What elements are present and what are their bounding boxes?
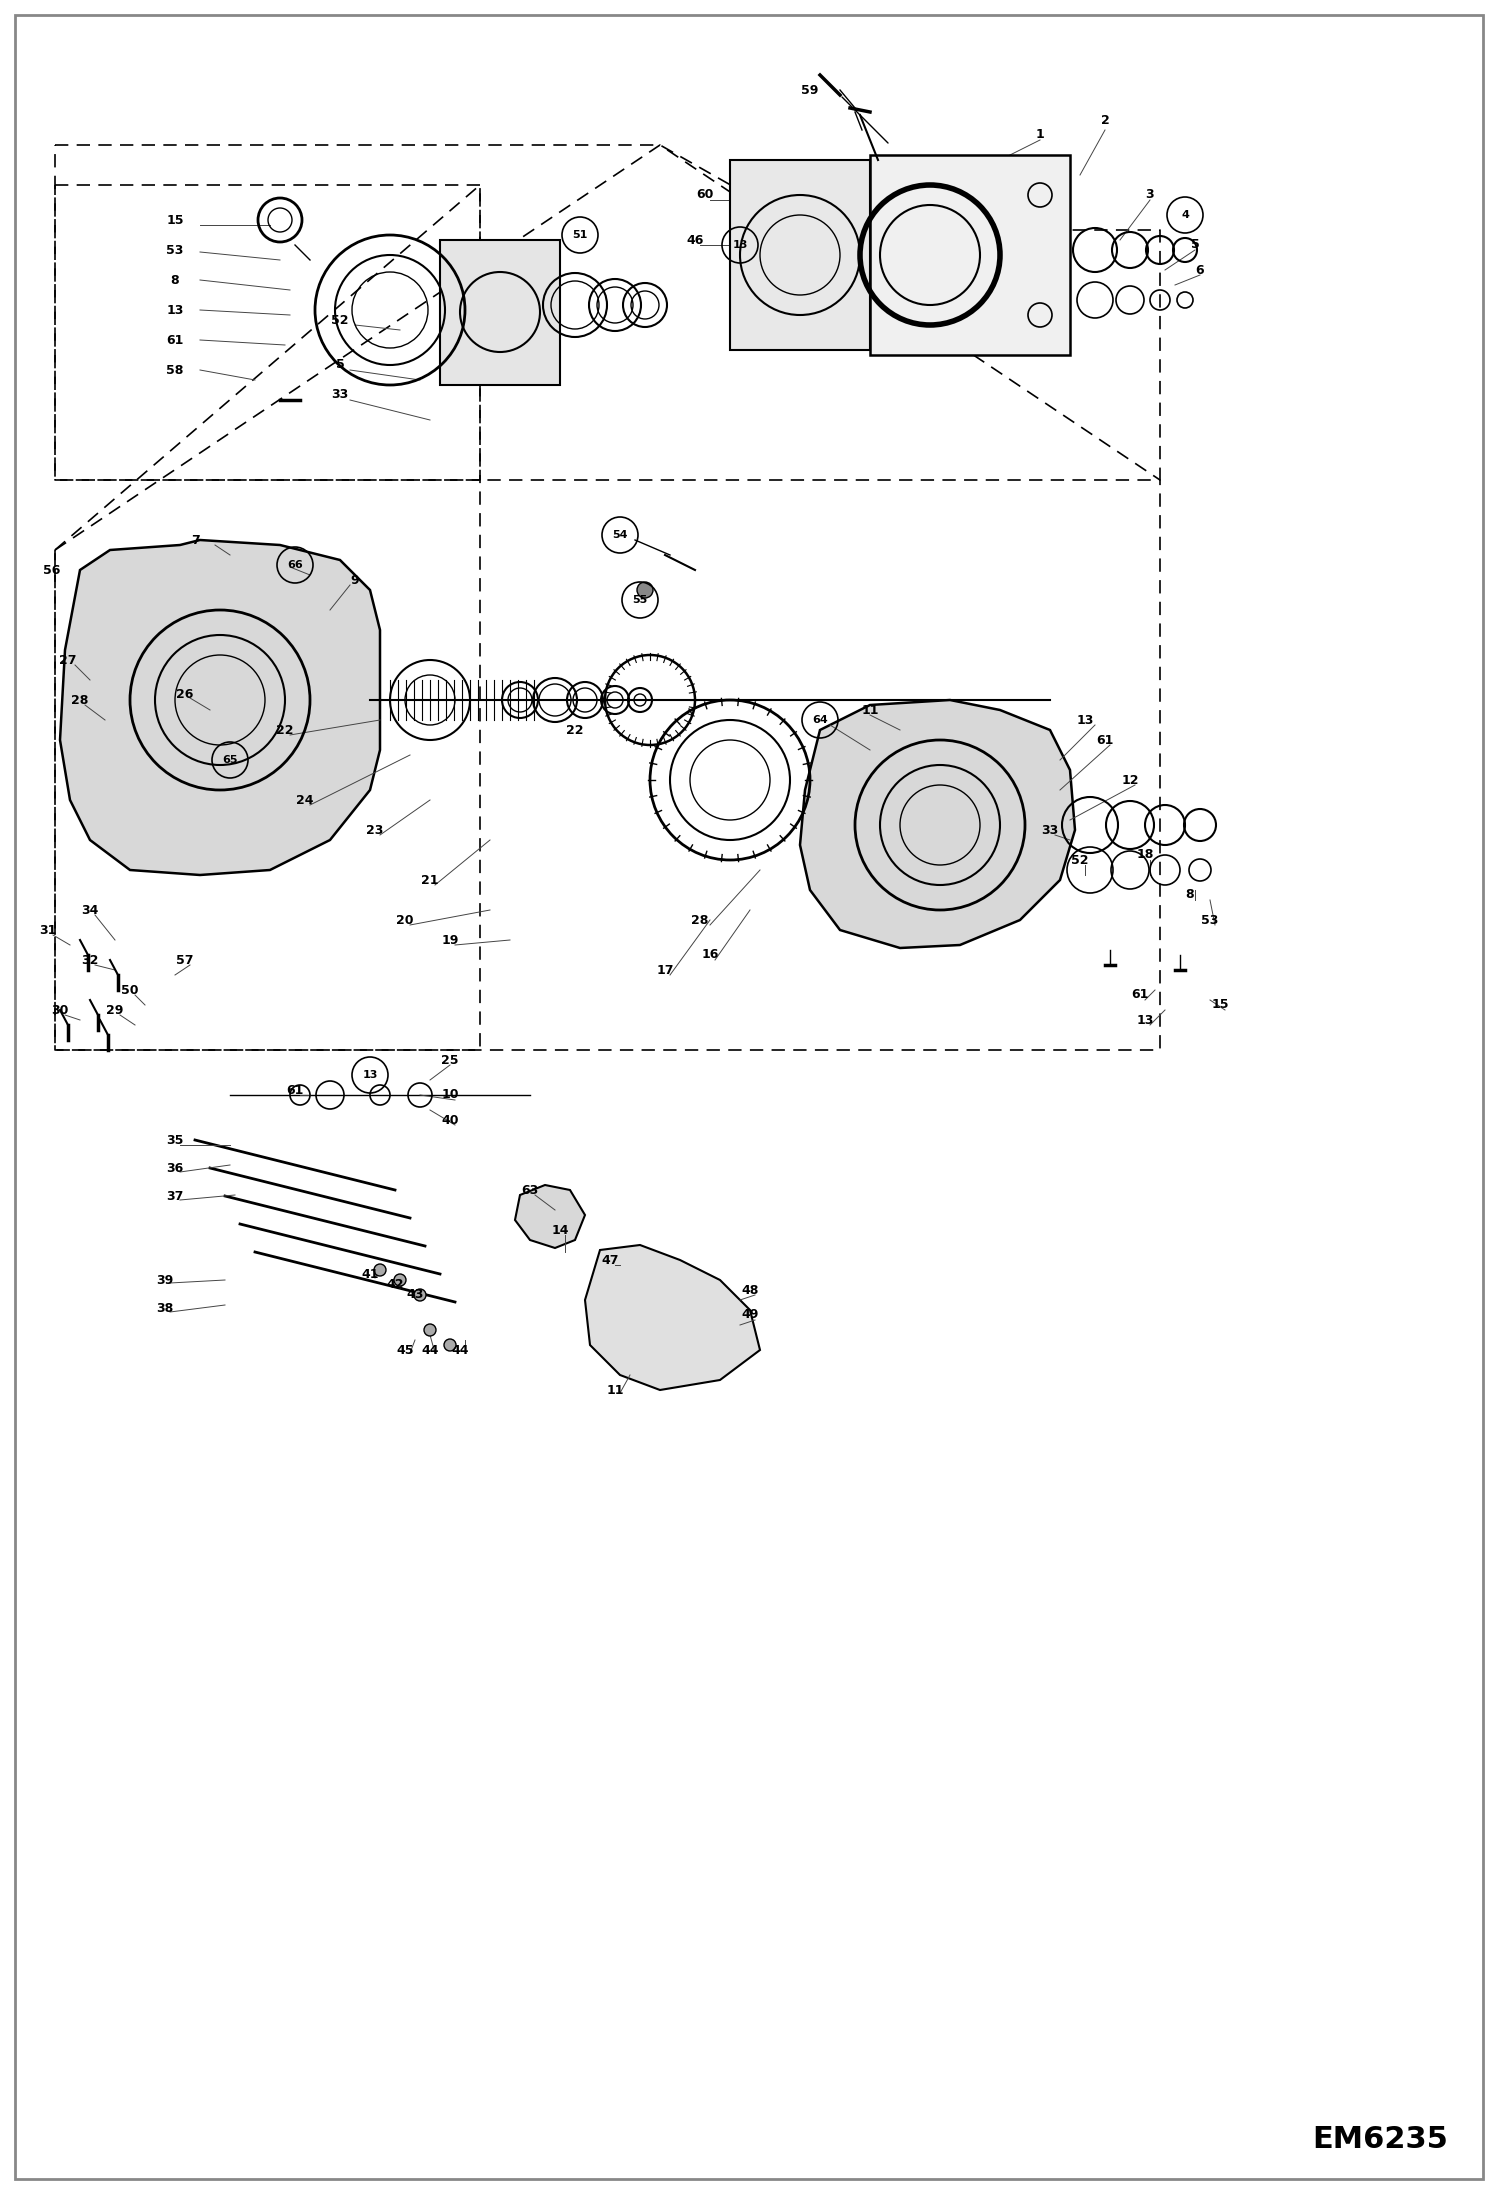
Text: 11: 11 xyxy=(607,1384,623,1398)
Text: 45: 45 xyxy=(397,1343,413,1356)
Polygon shape xyxy=(800,700,1076,948)
Text: 13: 13 xyxy=(1076,713,1094,726)
Text: 31: 31 xyxy=(39,924,57,937)
Text: 24: 24 xyxy=(297,794,313,807)
FancyBboxPatch shape xyxy=(440,239,560,384)
Text: 56: 56 xyxy=(43,564,61,577)
Text: 34: 34 xyxy=(81,904,99,917)
Circle shape xyxy=(637,581,653,599)
Text: 9: 9 xyxy=(351,573,360,586)
Text: 50: 50 xyxy=(121,983,139,996)
FancyBboxPatch shape xyxy=(730,160,870,351)
Text: 13: 13 xyxy=(1137,1014,1153,1027)
Text: 53: 53 xyxy=(166,244,184,257)
FancyBboxPatch shape xyxy=(870,156,1070,355)
Text: 33: 33 xyxy=(331,388,349,402)
Text: 19: 19 xyxy=(442,932,458,946)
Circle shape xyxy=(443,1338,455,1352)
Text: 28: 28 xyxy=(691,913,709,926)
Text: 55: 55 xyxy=(632,595,647,606)
Text: 32: 32 xyxy=(81,954,99,968)
Text: 5: 5 xyxy=(336,358,345,371)
Text: 39: 39 xyxy=(156,1273,174,1286)
Text: 43: 43 xyxy=(406,1288,424,1301)
Text: 8: 8 xyxy=(1186,889,1194,902)
Text: 61: 61 xyxy=(286,1084,304,1097)
Text: 66: 66 xyxy=(288,559,303,570)
Text: 49: 49 xyxy=(742,1308,758,1321)
Text: 11: 11 xyxy=(861,704,879,717)
Text: 28: 28 xyxy=(72,693,88,706)
Text: 52: 52 xyxy=(331,314,349,327)
Text: 13: 13 xyxy=(733,239,748,250)
Text: 40: 40 xyxy=(442,1115,458,1126)
Text: 59: 59 xyxy=(801,83,819,97)
Polygon shape xyxy=(586,1244,759,1391)
Circle shape xyxy=(424,1323,436,1336)
Text: 10: 10 xyxy=(442,1088,458,1101)
Text: 48: 48 xyxy=(742,1283,758,1297)
Text: 58: 58 xyxy=(166,364,184,377)
Text: 61: 61 xyxy=(166,333,184,347)
Text: 37: 37 xyxy=(166,1189,184,1202)
Text: 7: 7 xyxy=(190,533,199,546)
Text: 53: 53 xyxy=(1201,913,1219,926)
Circle shape xyxy=(374,1264,386,1277)
Text: 60: 60 xyxy=(697,189,713,202)
Text: 44: 44 xyxy=(421,1343,439,1356)
Text: 8: 8 xyxy=(171,274,180,287)
Text: 15: 15 xyxy=(1212,998,1228,1011)
Text: 65: 65 xyxy=(222,755,238,766)
Circle shape xyxy=(394,1275,406,1286)
Text: 51: 51 xyxy=(572,230,587,239)
Text: EM6235: EM6235 xyxy=(1312,2126,1449,2155)
Text: 52: 52 xyxy=(1071,853,1089,867)
Text: 13: 13 xyxy=(363,1071,377,1079)
Text: 15: 15 xyxy=(166,213,184,226)
Text: 23: 23 xyxy=(367,823,383,836)
Text: 18: 18 xyxy=(1137,849,1153,862)
Text: 17: 17 xyxy=(656,963,674,976)
Text: 54: 54 xyxy=(613,531,628,540)
Text: 38: 38 xyxy=(156,1301,174,1314)
Text: 20: 20 xyxy=(397,913,413,926)
Text: 29: 29 xyxy=(106,1003,124,1016)
Circle shape xyxy=(413,1290,425,1301)
Text: 22: 22 xyxy=(276,724,294,737)
Text: 41: 41 xyxy=(361,1268,379,1281)
Text: 61: 61 xyxy=(1097,733,1113,746)
Text: 64: 64 xyxy=(812,715,828,724)
Text: 13: 13 xyxy=(166,303,184,316)
Text: 4: 4 xyxy=(1180,211,1189,219)
Text: 12: 12 xyxy=(1121,774,1138,785)
Text: 46: 46 xyxy=(686,233,704,246)
Polygon shape xyxy=(515,1185,586,1248)
Text: 44: 44 xyxy=(451,1343,469,1356)
Text: 1: 1 xyxy=(1035,129,1044,140)
Text: 6: 6 xyxy=(1195,263,1204,276)
Text: 2: 2 xyxy=(1101,114,1110,127)
Text: 36: 36 xyxy=(166,1161,184,1174)
Text: 33: 33 xyxy=(1041,823,1059,836)
Text: 3: 3 xyxy=(1146,189,1155,202)
Text: 22: 22 xyxy=(566,724,584,737)
Text: 57: 57 xyxy=(177,954,193,968)
Text: 30: 30 xyxy=(51,1003,69,1016)
Text: 26: 26 xyxy=(177,689,193,702)
Text: 42: 42 xyxy=(386,1279,404,1292)
Text: 5: 5 xyxy=(1191,239,1200,252)
Text: 47: 47 xyxy=(601,1253,619,1266)
Text: 63: 63 xyxy=(521,1183,539,1196)
Text: 27: 27 xyxy=(60,654,76,667)
Text: 35: 35 xyxy=(166,1134,184,1147)
Text: 16: 16 xyxy=(701,948,719,961)
Text: 25: 25 xyxy=(442,1053,458,1066)
Text: 61: 61 xyxy=(1131,989,1149,1000)
Text: 14: 14 xyxy=(551,1224,569,1237)
Polygon shape xyxy=(60,540,380,875)
Text: 21: 21 xyxy=(421,873,439,886)
